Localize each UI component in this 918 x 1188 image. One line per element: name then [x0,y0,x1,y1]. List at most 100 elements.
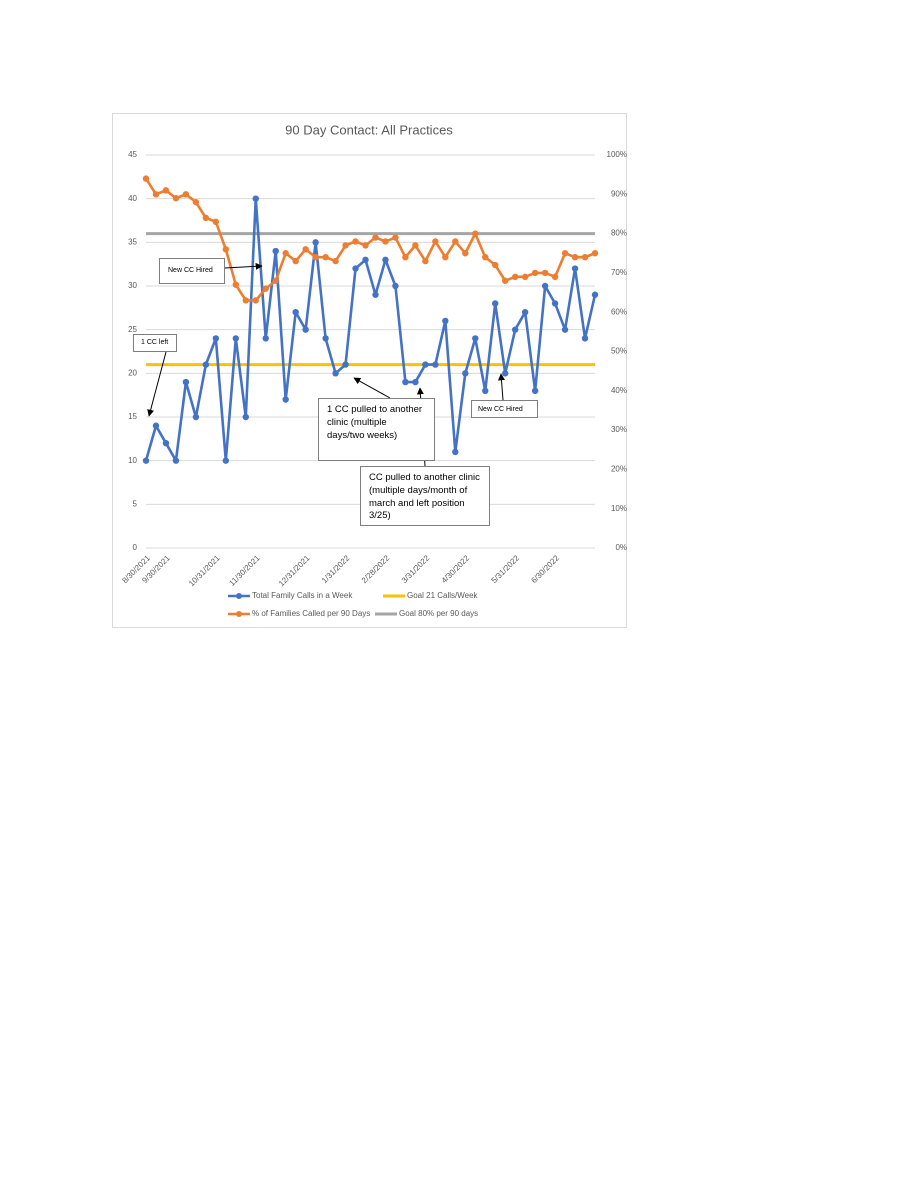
data-point [482,387,489,394]
data-point [442,317,449,325]
data-point [412,242,419,249]
data-point [422,257,429,265]
data-point [392,282,399,290]
data-point [142,457,150,464]
annotation-arrow [224,262,263,270]
data-point [282,250,289,257]
data-point [352,265,359,272]
data-point [162,187,170,194]
data-point [382,238,389,245]
data-point [362,256,369,263]
data-point [422,361,429,368]
data-point [511,326,519,333]
series-line [144,177,596,302]
chart-frame [112,113,627,628]
y2-tick-label: 80% [611,229,627,238]
data-point [571,253,579,261]
annotation: 1 CC left [133,334,177,352]
data-point [502,370,509,377]
data-point [581,253,589,261]
y-tick-label: 5 [133,499,138,508]
data-point [591,250,599,257]
data-point [142,175,150,182]
data-point [521,273,529,281]
data-point [252,297,259,304]
data-point [272,277,279,284]
data-point [202,361,210,368]
data-point [502,277,509,284]
data-point [492,300,499,307]
data-point [462,250,469,257]
data-point [262,335,269,342]
legend-label: % of Families Called per 90 Days [252,609,370,618]
data-point [581,335,589,342]
data-point [432,361,439,368]
data-point [322,335,329,342]
y-tick-label: 25 [128,325,137,334]
data-point [531,387,539,394]
data-point [551,300,559,307]
data-point [152,422,160,429]
y2-tick-label: 0% [615,543,627,552]
data-point [382,256,389,263]
data-point [302,326,309,333]
annotation-arrow [147,351,167,417]
data-point [332,370,339,377]
legend-label: Goal 21 Calls/Week [407,591,479,600]
data-point [302,246,309,253]
data-point [571,265,579,272]
y2-tick-label: 10% [611,504,627,513]
annotation-arrow [497,373,505,401]
y2-tick-label: 70% [611,268,627,277]
data-point [242,413,249,421]
data-point [482,253,489,261]
data-point [182,378,190,386]
y-tick-label: 30 [128,281,137,290]
y2-tick-label: 30% [611,425,627,434]
y-tick-label: 40 [128,194,137,203]
data-point [472,335,479,342]
data-point [342,242,349,249]
data-point [292,309,299,316]
y-tick-label: 15 [128,412,137,421]
data-point [432,238,439,245]
data-point [292,257,299,265]
data-point [202,214,210,222]
data-point [152,191,160,198]
data-point [561,326,569,333]
data-point [222,457,230,464]
data-point [212,218,220,226]
data-point [192,198,200,206]
chart-title: 90 Day Contact: All Practices [285,122,453,137]
data-point [492,261,499,269]
data-point [232,335,239,342]
data-point [511,273,519,281]
y-tick-label: 10 [128,456,137,465]
legend-marker [236,593,242,599]
data-point [222,246,230,253]
legend-label: Total Family Calls in a Week [252,591,353,600]
data-point [531,269,539,277]
annotation: 1 CC pulled to another clinic (multiple … [318,398,435,461]
annotation: New CC Hired [159,258,225,284]
data-point [192,413,200,421]
data-point [561,250,569,257]
data-point [412,378,419,386]
data-point [332,257,339,265]
data-point [252,195,259,202]
data-point [312,239,319,246]
series-line [144,197,597,462]
data-point [242,297,249,304]
data-point [372,234,379,241]
data-point [262,285,269,292]
data-point [162,440,170,447]
y2-tick-label: 50% [611,347,627,356]
data-point [452,448,459,456]
data-point [372,291,379,298]
data-point [182,191,190,198]
data-point [172,195,180,202]
data-point [342,361,349,368]
data-point [541,269,549,277]
